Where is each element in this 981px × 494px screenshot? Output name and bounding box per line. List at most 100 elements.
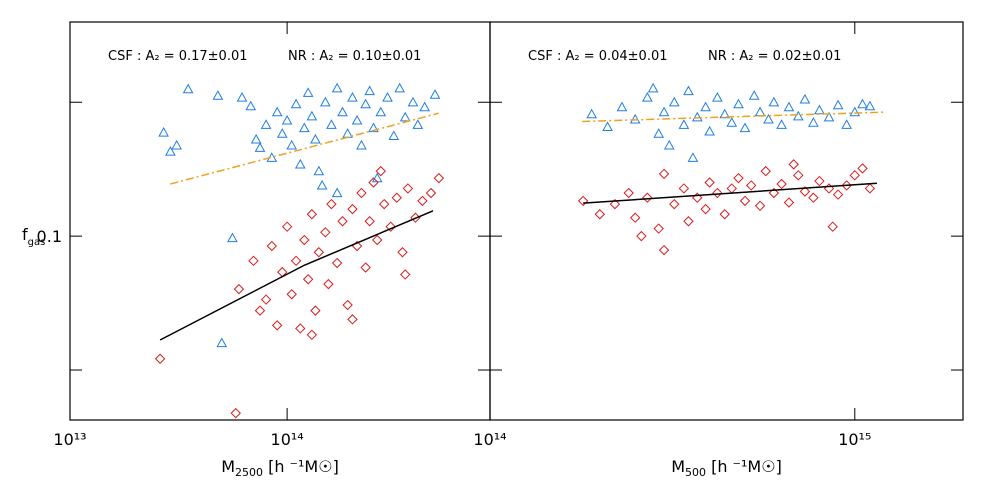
data-point (306, 329, 318, 341)
data-point (378, 198, 390, 210)
data-point (629, 212, 641, 223)
data-point (171, 139, 183, 150)
data-point (658, 106, 670, 117)
data-point (733, 172, 744, 184)
data-point (776, 119, 787, 129)
data-point (678, 119, 690, 129)
data-point (248, 255, 259, 267)
data-point (271, 106, 283, 117)
data-point (586, 108, 598, 119)
data-point (337, 216, 348, 227)
plot-frame (69, 21, 491, 421)
data-point (832, 99, 844, 110)
data-point (302, 87, 314, 97)
data-point (793, 170, 804, 181)
data-point (388, 130, 400, 141)
data-point (356, 139, 367, 150)
data-point (808, 192, 819, 203)
data-point (391, 192, 402, 203)
fit-line (170, 112, 440, 185)
data-point (700, 203, 711, 215)
data-point (182, 83, 194, 94)
data-point (849, 170, 860, 181)
x-axis-label: M2500 [h ⁻¹M☉] (221, 457, 339, 479)
data-point (663, 139, 675, 150)
data-point (331, 82, 343, 93)
data-point (368, 177, 379, 188)
data-point (754, 106, 766, 117)
data-point (712, 91, 723, 102)
x-tick-label: 10¹⁵ (838, 430, 871, 449)
data-point (260, 294, 272, 305)
data-point (799, 93, 811, 104)
data-point (704, 177, 715, 188)
data-point (799, 186, 811, 197)
data-point (864, 183, 876, 194)
data-point (254, 142, 266, 152)
data-point (236, 91, 248, 102)
y-label-sub: gas (28, 237, 46, 248)
data-point (306, 110, 318, 121)
data-point (212, 90, 224, 100)
data-point (857, 163, 868, 174)
data-point (286, 139, 298, 150)
data-point (841, 180, 852, 191)
y-label-main: f (22, 225, 28, 244)
data-point (299, 234, 310, 246)
data-point (382, 91, 393, 102)
data-point (295, 323, 306, 334)
data-point (286, 289, 297, 300)
data-point (276, 128, 288, 138)
x-tick-label: 10¹⁴ (271, 430, 304, 449)
data-point (323, 278, 334, 290)
data-point (783, 197, 795, 208)
data-point (407, 96, 419, 107)
data-point (712, 187, 723, 199)
x-label-rest: [h ⁻¹M☉] (263, 457, 339, 476)
data-point (849, 106, 861, 117)
data-point (642, 192, 653, 203)
data-point (227, 232, 238, 243)
data-point (347, 91, 358, 102)
data-point (375, 165, 386, 177)
data-point (347, 203, 358, 215)
data-point (739, 195, 751, 207)
annotation: CSF : A₂ = 0.17±0.01 (108, 49, 248, 64)
data-point (310, 133, 321, 144)
data-point (768, 187, 780, 199)
data-point (351, 114, 363, 125)
fit-line (583, 182, 877, 204)
data-point (739, 122, 751, 133)
data-point (250, 133, 262, 144)
data-point (302, 274, 314, 285)
data-point (298, 122, 310, 133)
data-point (609, 198, 621, 210)
data-point (316, 179, 328, 190)
data-point (832, 189, 844, 200)
data-point (230, 407, 241, 419)
data-point (776, 178, 787, 190)
annotation: NR : A₂ = 0.10±0.01 (288, 49, 421, 64)
data-point (337, 106, 348, 117)
data-point (281, 114, 293, 125)
fit-line (159, 210, 434, 341)
data-point (658, 244, 670, 256)
annotation: NR : A₂ = 0.02±0.01 (708, 49, 841, 64)
data-point (647, 82, 659, 93)
data-point (360, 98, 371, 109)
data-point (375, 106, 387, 117)
data-point (768, 96, 780, 107)
data-point (368, 122, 379, 133)
data-point (653, 223, 664, 234)
x-label-main: M (671, 457, 685, 476)
data-point (669, 198, 680, 210)
plot-frame (489, 21, 964, 421)
data-point (616, 101, 628, 112)
data-point (400, 269, 411, 280)
data-point (788, 159, 799, 170)
data-point (658, 168, 670, 180)
data-point (397, 247, 408, 258)
data-point (864, 100, 876, 111)
data-point (719, 108, 731, 119)
data-point (623, 187, 634, 199)
